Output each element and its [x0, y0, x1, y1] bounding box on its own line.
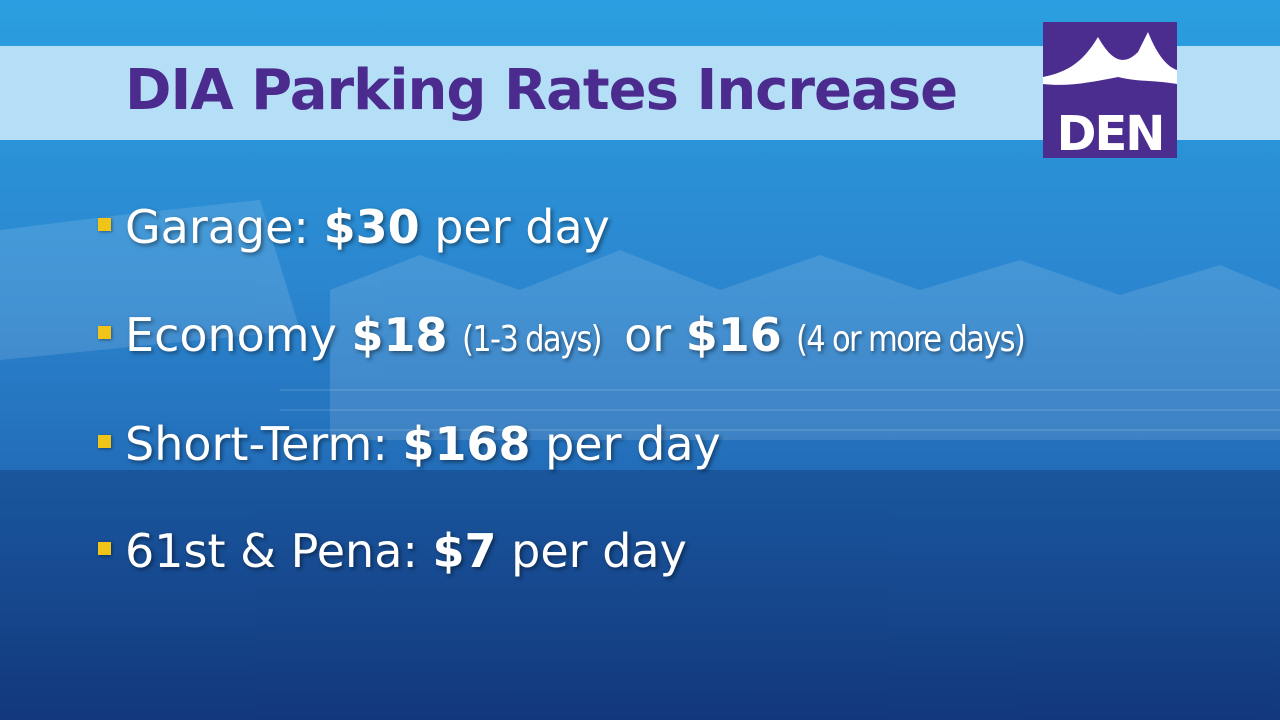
- label: 61st & Pena:: [125, 524, 418, 578]
- note: (1-3 days): [462, 319, 603, 360]
- note: (4 or more days): [796, 319, 1026, 360]
- logo-tents: [1043, 32, 1177, 85]
- price: $168: [402, 417, 531, 471]
- title: DIA Parking Rates Increase: [125, 58, 958, 123]
- unit: per day: [545, 417, 721, 471]
- price: $18: [351, 308, 448, 362]
- label: Short-Term:: [125, 417, 388, 471]
- joiner: or: [624, 308, 672, 362]
- label: Economy: [125, 308, 337, 362]
- bullet: Economy $18 (1-3 days) or $16 (4 or more…: [98, 308, 1049, 362]
- unit: per day: [511, 524, 687, 578]
- bullet: 61st & Pena: $7 per day: [98, 524, 687, 578]
- price: $16: [685, 308, 782, 362]
- logo: DEN: [1043, 22, 1177, 162]
- logo-text: DEN: [1056, 106, 1166, 162]
- bullet: Short-Term: $168 per day: [98, 417, 721, 471]
- price: $30: [323, 200, 420, 254]
- bullet: Garage: $30 per day: [98, 200, 610, 254]
- unit: per day: [434, 200, 610, 254]
- price: $7: [432, 524, 497, 578]
- label: Garage:: [125, 200, 309, 254]
